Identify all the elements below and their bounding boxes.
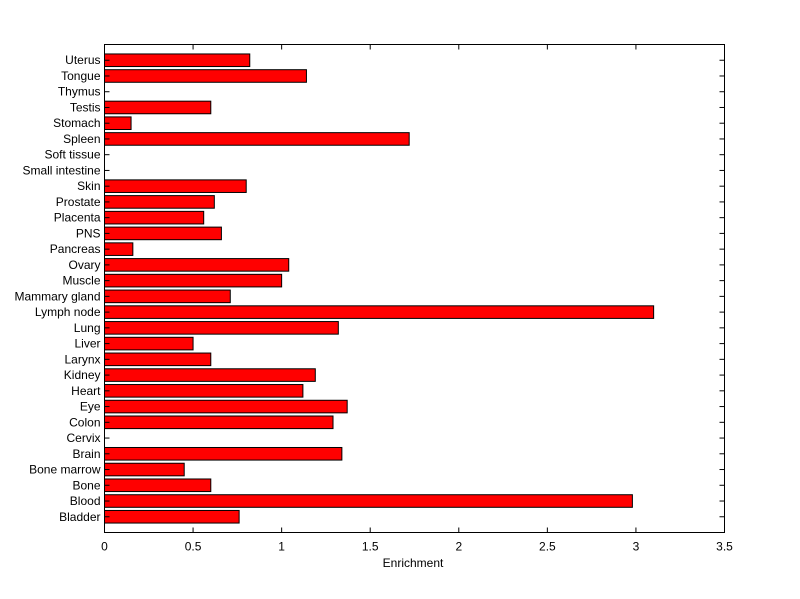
y-tick-label-liver: Liver (74, 337, 100, 351)
y-tick-label-bone: Bone (72, 478, 100, 492)
bars-layer (104, 53, 655, 524)
y-tick-label-ovary: Ovary (68, 258, 100, 272)
y-tick-label-heart: Heart (71, 384, 101, 398)
bar-uterus (104, 53, 251, 68)
y-tick-label-muscle: Muscle (62, 274, 100, 288)
bar-brain (104, 446, 343, 461)
bar-ovary (104, 258, 290, 272)
x-tick-label-2-5: 2.5 (539, 540, 556, 554)
y-tick-label-kidney: Kidney (64, 368, 101, 382)
y-tick-label-spleen: Spleen (63, 132, 100, 146)
bar-mammary-gland (104, 289, 231, 304)
bar-lymph-node (104, 305, 655, 319)
y-tick-label-eye: Eye (80, 400, 101, 414)
y-tick-label-mammary-gland: Mammary gland (14, 289, 100, 303)
bar-muscle (104, 273, 283, 288)
y-tick-label-soft-tissue: Soft tissue (44, 148, 100, 162)
bar-testis (104, 100, 212, 115)
bar-liver (104, 336, 194, 351)
x-tick-label-3-5: 3.5 (716, 540, 733, 554)
bar-colon (104, 415, 334, 430)
y-tick-label-small-intestine: Small intestine (22, 163, 100, 177)
y-tick-label-stomach: Stomach (53, 116, 100, 130)
y-tick-label-lung: Lung (74, 321, 101, 335)
y-tick-label-pancreas: Pancreas (50, 242, 101, 256)
y-tick-label-larynx: Larynx (64, 352, 100, 366)
y-tick-label-blood: Blood (70, 494, 101, 508)
bar-larynx (104, 352, 212, 367)
y-tick-label-testis: Testis (70, 100, 101, 114)
y-tick-label-cervix: Cervix (66, 431, 100, 445)
y-tick-label-bladder: Bladder (59, 510, 100, 524)
y-tick-label-brain: Brain (72, 447, 100, 461)
bar-bone (104, 478, 212, 493)
x-axis-title: Enrichment (383, 556, 444, 570)
y-tick-label-thymus: Thymus (58, 85, 101, 99)
bar-blood (104, 494, 633, 508)
ticks-layer (104, 44, 725, 533)
bar-pns (104, 226, 222, 241)
y-tick-label-skin: Skin (77, 179, 100, 193)
bar-bladder (104, 509, 240, 524)
x-tick-label-1: 1 (278, 540, 285, 554)
y-tick-label-pns: PNS (76, 226, 101, 240)
y-tick-label-tongue: Tongue (61, 69, 101, 83)
x-tick-label-1-5: 1.5 (362, 540, 379, 554)
y-tick-label-placenta: Placenta (54, 211, 101, 225)
y-tick-label-uterus: Uterus (65, 53, 100, 67)
bar-bone-marrow (104, 462, 185, 477)
x-tick-label-0-5: 0.5 (185, 540, 202, 554)
bar-tongue (104, 69, 307, 83)
y-tick-label-prostate: Prostate (56, 195, 101, 209)
bar-kidney (104, 368, 316, 382)
bar-heart (104, 384, 304, 398)
bar-spleen (104, 132, 410, 146)
bar-skin (104, 179, 247, 193)
x-tick-label-3: 3 (633, 540, 640, 554)
y-tick-label-bone-marrow: Bone marrow (29, 463, 101, 477)
bar-lung (104, 321, 339, 335)
y-tick-label-colon: Colon (69, 415, 100, 429)
bar-prostate (104, 195, 215, 209)
bar-eye (104, 399, 348, 414)
bar-placenta (104, 210, 205, 225)
x-tick-label-0: 0 (101, 540, 108, 554)
plot-frame (104, 44, 725, 533)
x-tick-label-2: 2 (455, 540, 462, 554)
y-tick-label-lymph-node: Lymph node (35, 305, 101, 319)
